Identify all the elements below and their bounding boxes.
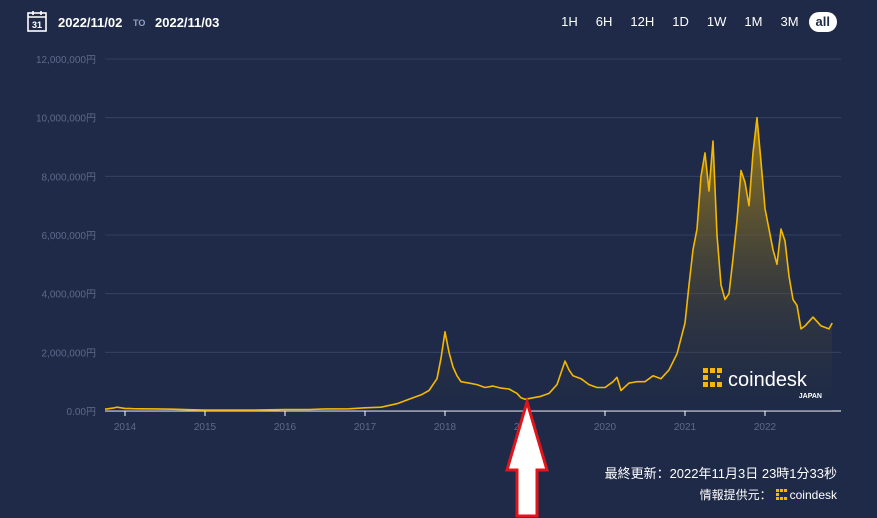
watermark-brand: coindesk: [728, 369, 808, 391]
arrow-annotation: [504, 396, 550, 518]
y-tick-label: 0.00円: [67, 407, 96, 418]
range-1h-button[interactable]: 1H: [561, 14, 578, 29]
coindesk-small-icon: [775, 489, 787, 500]
coindesk-watermark: coindesk JAPAN: [703, 368, 822, 400]
range-12h-button[interactable]: 12H: [630, 14, 655, 29]
x-tick-label: 2018: [434, 422, 457, 433]
y-tick-label: 2,000,000円: [42, 348, 97, 359]
price-chart[interactable]: 0.00円 2,000,000円 4,000,000円 6,000,000円 8,000…: [0, 44, 877, 518]
range-selector: 1H 6H 12H 1D 1W 1M 3M all: [551, 12, 837, 32]
last-updated: 最終更新：2022年11月3日 23時1分33秒: [604, 466, 837, 481]
to-label: TO: [133, 18, 146, 28]
date-from[interactable]: 2022/11/02: [58, 15, 123, 30]
data-provider: 情報提供元： coindesk: [700, 486, 837, 503]
range-3m-button[interactable]: 3M: [780, 14, 799, 29]
price-line: [104, 116, 833, 411]
coindesk-logo-icon: [703, 368, 722, 387]
x-tick-label: 2015: [194, 422, 217, 433]
watermark-sub: JAPAN: [799, 393, 822, 400]
calendar-icon[interactable]: 31: [27, 10, 47, 32]
provider-label: 情報提供元：: [699, 488, 772, 502]
x-tick-label: 2021: [674, 422, 697, 433]
range-1m-button[interactable]: 1M: [744, 14, 763, 29]
x-tick-label: 2014: [114, 422, 137, 433]
y-tick-label: 10,000,000円: [36, 114, 96, 125]
provider-logo[interactable]: coindesk: [775, 487, 837, 502]
range-6h-button[interactable]: 6H: [595, 14, 613, 29]
x-tick-label: 2017: [354, 422, 377, 433]
price-area-fill: [105, 117, 833, 411]
price-points: [104, 117, 833, 411]
date-range-bar: 31 2022/11/02 TO 2022/11/03 1H 6H 12H 1D…: [0, 0, 877, 44]
x-axis-labels: 201420152016201720182019202020212022: [114, 411, 777, 433]
y-tick-label: 4,000,000円: [42, 290, 97, 301]
x-tick-label: 2016: [274, 422, 297, 433]
y-tick-label: 6,000,000円: [42, 231, 97, 242]
provider-name: coindesk: [789, 487, 837, 502]
range-all-button[interactable]: all: [808, 12, 837, 32]
range-1w-button[interactable]: 1W: [706, 14, 727, 29]
calendar-day-number: 31: [32, 20, 42, 30]
y-tick-label: 12,000,000円: [36, 55, 96, 66]
x-tick-label: 2020: [594, 422, 617, 433]
y-tick-label: 8,000,000円: [42, 172, 97, 183]
date-to[interactable]: 2022/11/03: [155, 15, 220, 30]
range-1d-button[interactable]: 1D: [672, 14, 689, 29]
x-tick-label: 2022: [754, 422, 777, 433]
y-axis-labels: 0.00円 2,000,000円 4,000,000円 6,000,000円 8,000…: [36, 55, 96, 418]
